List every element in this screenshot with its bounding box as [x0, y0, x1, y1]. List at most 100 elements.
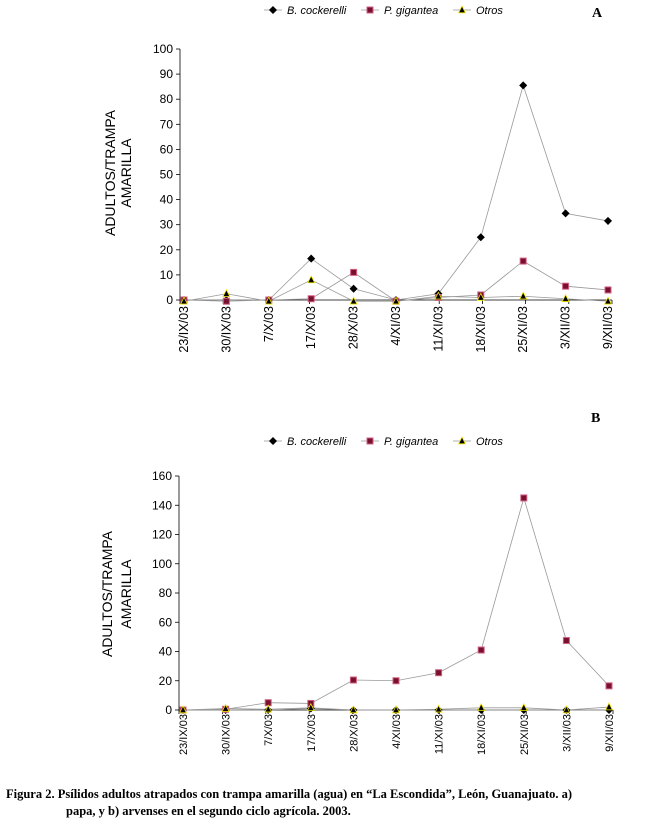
chart-panel-b: B B. cockerelli P. gigantea Otros ADULTOS/TR… [99, 411, 616, 755]
data-point-triangle [391, 296, 401, 305]
data-point-triangle [476, 292, 485, 301]
data-point-square [435, 669, 443, 677]
legend-label: B. cockerelli [287, 5, 347, 17]
data-point-triangle [222, 288, 231, 297]
data-point-triangle [264, 704, 273, 713]
x-category-label: 11/XI/03 [431, 306, 445, 352]
data-point-square [392, 677, 400, 685]
data-point-square [562, 637, 570, 645]
y-tick-label: 10 [160, 268, 174, 282]
data-point-triangle [477, 702, 486, 712]
data-point-diamond [307, 254, 316, 263]
y-tick-label: 40 [160, 193, 174, 207]
legend-label: P. gigantea [384, 436, 438, 448]
data-point-square [307, 295, 315, 303]
x-category-label: 9/XII/03 [601, 306, 615, 349]
x-category-label: 4/XI/03 [389, 306, 403, 346]
figure-caption: Figura 2. Psílidos adultos atrapados con… [6, 786, 656, 820]
x-category-label: 30/IX/03 [219, 306, 233, 353]
x-category-label: 18/XI/03 [476, 714, 488, 755]
data-point-square [350, 268, 358, 276]
panel-label: A [592, 6, 603, 21]
data-point-square [605, 682, 613, 690]
data-point-triangle [349, 296, 358, 305]
data-point-square [349, 676, 357, 684]
x-category-label: 3/XII/03 [559, 306, 573, 349]
x-category-label: 25/XI/03 [519, 714, 531, 755]
legend-label: B. cockerelli [287, 436, 347, 448]
data-point-square [519, 257, 527, 265]
x-category-label: 25/XI/03 [516, 306, 530, 353]
y-axis-label-line-1: ADULTOS/TRAMPA [102, 109, 118, 236]
y-tick-label: 140 [152, 498, 172, 512]
x-category-label: 17/X/03 [306, 714, 318, 752]
x-category-label: 7/X/03 [263, 714, 275, 746]
data-point-triangle [221, 703, 230, 712]
y-tick-label: 160 [152, 469, 172, 483]
x-category-label: 9/XII/03 [604, 714, 616, 752]
legend-marker-square [366, 437, 374, 445]
y-tick-label: 100 [153, 42, 173, 56]
x-category-label: 7/X/03 [262, 306, 276, 342]
legend-marker-square [366, 6, 374, 14]
y-axis-label-line-2: AMARILLA [118, 559, 134, 629]
y-tick-label: 80 [159, 586, 173, 600]
data-point-triangle [349, 705, 358, 714]
y-tick-label: 50 [160, 168, 174, 182]
x-category-label: 23/IX/03 [178, 714, 190, 755]
series-line-diamond [184, 84, 609, 301]
legend-label: Otros [476, 5, 503, 17]
data-point-diamond [519, 81, 528, 90]
y-tick-label: 30 [160, 218, 174, 232]
data-point-triangle [603, 296, 613, 305]
data-point-diamond [349, 284, 358, 293]
y-axis-label-line-2: AMARILLA [118, 138, 134, 208]
y-tick-label: 0 [166, 293, 173, 307]
legend-label: P. gigantea [384, 5, 438, 17]
data-point-triangle [519, 291, 528, 300]
data-point-square [604, 286, 612, 294]
y-tick-label: 40 [159, 645, 173, 659]
legend-label: Otros [476, 436, 503, 448]
data-point-square [222, 297, 230, 305]
data-point-triangle [306, 702, 315, 712]
x-category-label: 17/X/03 [304, 306, 318, 349]
caption-line-2: papa, y b) arvenses en el segundo ciclo … [66, 804, 351, 818]
chart-panel-a: A B. cockerelli P. gigantea Otros ADULTOS/TR… [102, 5, 615, 353]
y-tick-label: 90 [160, 67, 174, 81]
data-point-square [477, 646, 485, 654]
x-category-label: 28/X/03 [347, 306, 361, 349]
data-point-square [520, 494, 528, 502]
y-tick-label: 60 [159, 615, 173, 629]
data-point-triangle [519, 702, 528, 712]
x-category-label: 3/XII/03 [561, 714, 573, 752]
y-tick-label: 20 [159, 674, 173, 688]
y-tick-label: 60 [160, 142, 174, 156]
legend-marker-triangle [457, 436, 467, 445]
y-axis-label-line-1: ADULTOS/TRAMPA [99, 530, 115, 657]
data-point-triangle [264, 296, 273, 305]
panel-label: B [591, 411, 600, 426]
x-category-label: 18/XI/03 [474, 306, 488, 353]
x-category-label: 23/IX/03 [177, 306, 191, 353]
data-point-triangle [307, 275, 316, 284]
legend-marker-diamond [268, 436, 278, 446]
y-tick-label: 100 [152, 557, 172, 571]
series-line-square [183, 260, 609, 302]
x-category-label: 11/XI/03 [434, 714, 446, 754]
data-point-triangle [561, 293, 570, 302]
data-point-triangle [179, 296, 189, 305]
caption-line-1: Figura 2. Psílidos adultos atrapados con… [6, 787, 573, 801]
y-tick-label: 70 [160, 117, 174, 131]
y-tick-label: 0 [165, 703, 172, 717]
legend-marker-diamond [268, 5, 278, 15]
x-category-label: 4/XI/03 [391, 714, 403, 749]
y-tick-label: 80 [160, 92, 174, 106]
y-tick-label: 20 [160, 243, 174, 257]
data-point-diamond [603, 216, 613, 225]
data-point-triangle [434, 704, 443, 713]
data-point-square [562, 282, 570, 290]
y-tick-label: 120 [152, 528, 172, 542]
data-point-diamond [476, 233, 485, 242]
x-category-label: 28/X/03 [348, 714, 360, 752]
